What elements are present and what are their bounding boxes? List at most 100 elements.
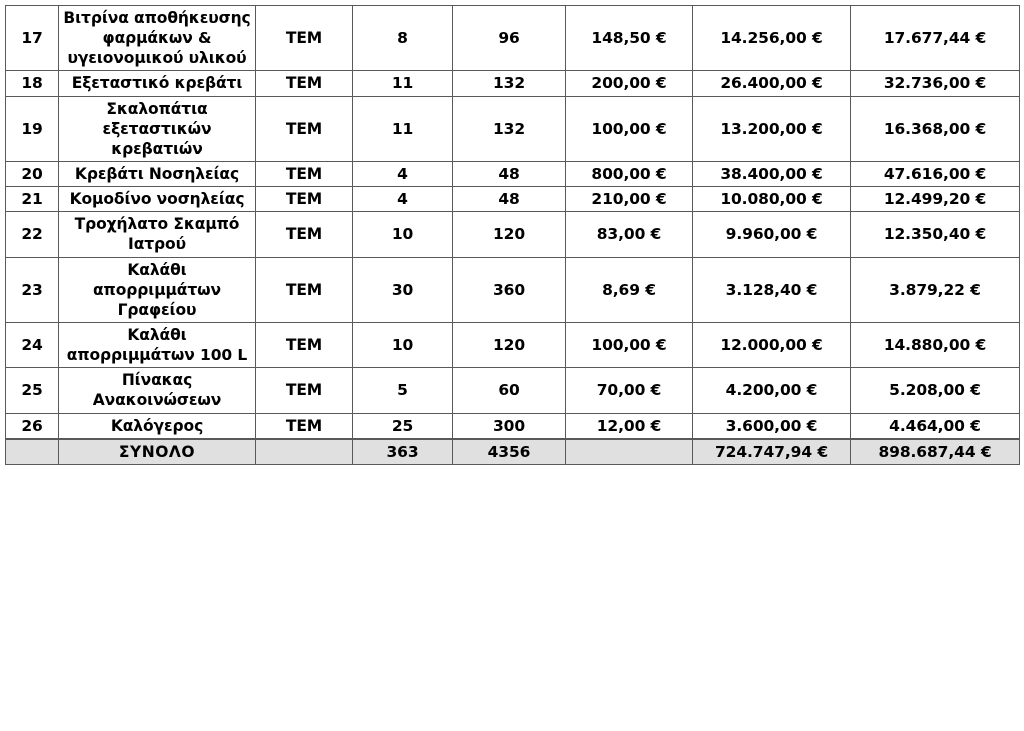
cell-quantity: 30: [352, 256, 453, 323]
cell-gross-amount: 14.880,00 €: [850, 321, 1020, 369]
cell-unit-of-measure: ΤΕΜ: [255, 95, 353, 162]
cell-unit-price: 800,00 €: [565, 160, 693, 188]
cell-gross-amount: 12.350,40 €: [850, 211, 1020, 258]
pricing-table-body: 17 Βιτρίνα αποθήκευσης φαρμάκων & υγειονο…: [5, 4, 1020, 465]
cell-quantity: 4: [352, 186, 453, 213]
cell-gross-amount: 32.736,00 €: [850, 70, 1020, 97]
table-row: 17 Βιτρίνα αποθήκευσης φαρμάκων & υγειονο…: [5, 4, 1020, 72]
cell-gross-amount: 4.464,00 €: [850, 412, 1020, 440]
cell-total-units: 120: [452, 321, 566, 369]
cell-row-number: 26: [5, 412, 59, 440]
cell-row-number: 21: [5, 186, 59, 213]
cell-item-description: Καλάθι απορριμμάτων Γραφείου: [58, 256, 256, 323]
cell-unit-of-measure: ΤΕΜ: [255, 4, 353, 72]
cell-unit-of-measure: ΤΕΜ: [255, 211, 353, 258]
cell-gross-amount: 17.677,44 €: [850, 4, 1020, 72]
cell-row-number: 19: [5, 95, 59, 162]
total-cell-row-number: [5, 437, 59, 465]
cell-total-units: 96: [452, 4, 566, 72]
cell-quantity: 10: [352, 321, 453, 369]
cell-item-description: Κομοδίνο νοσηλείας: [58, 186, 256, 213]
cell-total-units: 132: [452, 95, 566, 162]
cell-net-amount: 4.200,00 €: [692, 367, 851, 414]
cell-gross-amount: 5.208,00 €: [850, 367, 1020, 414]
cell-item-description: Καλάθι απορριμμάτων 100 L: [58, 321, 256, 369]
cell-unit-price: 12,00 €: [565, 412, 693, 440]
cell-row-number: 18: [5, 70, 59, 97]
cell-total-units: 300: [452, 412, 566, 440]
cell-gross-amount: 3.879,22 €: [850, 256, 1020, 323]
cell-net-amount: 13.200,00 €: [692, 95, 851, 162]
cell-row-number: 22: [5, 211, 59, 258]
cell-unit-price: 83,00 €: [565, 211, 693, 258]
cell-item-description: Βιτρίνα αποθήκευσης φαρμάκων & υγειονομι…: [58, 4, 256, 72]
cell-total-units: 48: [452, 186, 566, 213]
cell-unit-price: 210,00 €: [565, 186, 693, 213]
cell-quantity: 11: [352, 95, 453, 162]
cell-total-units: 120: [452, 211, 566, 258]
total-cell-total-units: 4356: [452, 437, 566, 465]
cell-net-amount: 38.400,00 €: [692, 160, 851, 188]
cell-item-description: Κρεβάτι Νοσηλείας: [58, 160, 256, 188]
cell-unit-of-measure: ΤΕΜ: [255, 367, 353, 414]
cell-unit-of-measure: ΤΕΜ: [255, 412, 353, 440]
table-row: 21 Κομοδίνο νοσηλείας ΤΕΜ 4 48 210,00 €10.080…: [5, 186, 1020, 213]
cell-quantity: 8: [352, 4, 453, 72]
cell-total-units: 60: [452, 367, 566, 414]
table-row: 25 Πίνακας Ανακοινώσεων ΤΕΜ 5 60 70,00 €4.200…: [5, 367, 1020, 414]
table-row: 19 Σκαλοπάτια εξεταστικών κρεβατιών ΤΕΜ 11 1…: [5, 95, 1020, 162]
cell-total-units: 360: [452, 256, 566, 323]
cell-net-amount: 10.080,00 €: [692, 186, 851, 213]
cell-net-amount: 3.128,40 €: [692, 256, 851, 323]
cell-item-description: Πίνακας Ανακοινώσεων: [58, 367, 256, 414]
cell-gross-amount: 47.616,00 €: [850, 160, 1020, 188]
cell-unit-of-measure: ΤΕΜ: [255, 321, 353, 369]
cell-unit-price: 100,00 €: [565, 321, 693, 369]
cell-gross-amount: 12.499,20 €: [850, 186, 1020, 213]
table-row: 23 Καλάθι απορριμμάτων Γραφείου ΤΕΜ 30 360 8,…: [5, 256, 1020, 323]
cell-item-description: Εξεταστικό κρεβάτι: [58, 70, 256, 97]
cell-net-amount: 3.600,00 €: [692, 412, 851, 440]
cell-row-number: 25: [5, 367, 59, 414]
cell-row-number: 24: [5, 321, 59, 369]
cell-unit-price: 70,00 €: [565, 367, 693, 414]
cell-item-description: Σκαλοπάτια εξεταστικών κρεβατιών: [58, 95, 256, 162]
table-row: 18 Εξεταστικό κρεβάτι ΤΕΜ 11 132 200,00 €26.4…: [5, 70, 1020, 97]
cell-unit-of-measure: ΤΕΜ: [255, 160, 353, 188]
table-row: 20 Κρεβάτι Νοσηλείας ΤΕΜ 4 48 800,00 €38.400,…: [5, 160, 1020, 188]
cell-total-units: 132: [452, 70, 566, 97]
total-cell-net-amount: 724.747,94 €: [692, 437, 851, 465]
cell-unit-of-measure: ΤΕΜ: [255, 70, 353, 97]
total-cell-label: ΣΥΝΟΛΟ: [58, 437, 256, 465]
total-cell-unit-price: [565, 437, 693, 465]
cell-gross-amount: 16.368,00 €: [850, 95, 1020, 162]
cell-unit-price: 200,00 €: [565, 70, 693, 97]
cell-quantity: 5: [352, 367, 453, 414]
cell-quantity: 11: [352, 70, 453, 97]
cell-net-amount: 12.000,00 €: [692, 321, 851, 369]
cell-quantity: 10: [352, 211, 453, 258]
total-cell-gross-amount: 898.687,44 €: [850, 437, 1020, 465]
spreadsheet-page: 17 Βιτρίνα αποθήκευσης φαρμάκων & υγειονο…: [0, 4, 1024, 731]
cell-unit-of-measure: ΤΕΜ: [255, 256, 353, 323]
total-cell-unit: [255, 437, 353, 465]
total-cell-quantity: 363: [352, 437, 453, 465]
table-total-row: ΣΥΝΟΛΟ 363 4356 724.747,94 €898.687,44 €: [5, 437, 1020, 465]
cell-net-amount: 9.960,00 €: [692, 211, 851, 258]
cell-item-description: Τροχήλατο Σκαμπό Ιατρού: [58, 211, 256, 258]
cell-unit-of-measure: ΤΕΜ: [255, 186, 353, 213]
table-row: 22 Τροχήλατο Σκαμπό Ιατρού ΤΕΜ 10 120 83,00 €…: [5, 211, 1020, 258]
pricing-table: 17 Βιτρίνα αποθήκευσης φαρμάκων & υγειονο…: [5, 4, 1020, 465]
table-row: 26 Καλόγερος ΤΕΜ 25 300 12,00 €3.600,00 €4.46…: [5, 412, 1020, 440]
cell-total-units: 48: [452, 160, 566, 188]
cell-item-description: Καλόγερος: [58, 412, 256, 440]
cell-row-number: 23: [5, 256, 59, 323]
cell-quantity: 25: [352, 412, 453, 440]
cell-row-number: 20: [5, 160, 59, 188]
cell-unit-price: 100,00 €: [565, 95, 693, 162]
cell-net-amount: 14.256,00 €: [692, 4, 851, 72]
table-row: 24 Καλάθι απορριμμάτων 100 L ΤΕΜ 10 120 100,0…: [5, 321, 1020, 369]
cell-unit-price: 8,69 €: [565, 256, 693, 323]
cell-net-amount: 26.400,00 €: [692, 70, 851, 97]
cell-quantity: 4: [352, 160, 453, 188]
